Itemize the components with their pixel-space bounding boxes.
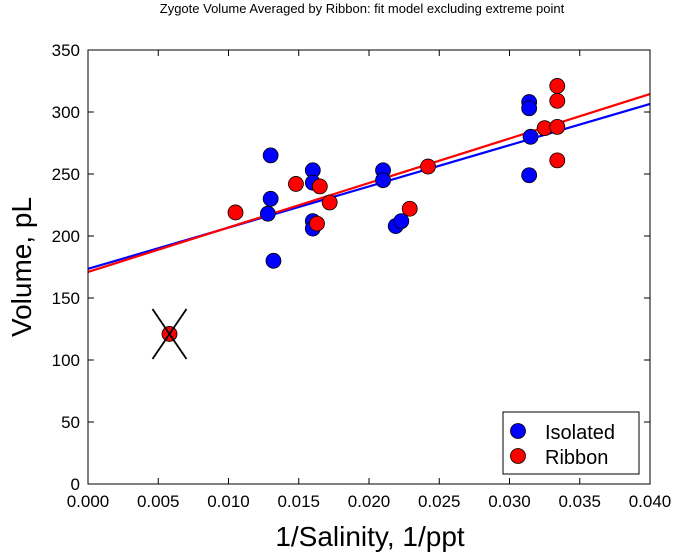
point-ribbon-2 <box>288 176 304 192</box>
y-tick-label: 250 <box>52 165 80 184</box>
legend-label-isolated: Isolated <box>545 422 615 444</box>
axis-ticks: 0.000 0.005 0.010 0.015 0.020 0.025 0.030 0.035… <box>52 41 672 511</box>
legend-marker-isolated <box>510 423 526 439</box>
point-isolated-0 <box>259 205 276 222</box>
legend-marker-ribbon <box>510 448 526 464</box>
x-tick-label: 0.005 <box>137 492 180 511</box>
x-tick-label: 0.015 <box>277 492 320 511</box>
point-isolated-15 <box>521 167 538 184</box>
point-ribbon-7 <box>420 158 436 175</box>
x-tick-label: 0.035 <box>558 492 601 511</box>
x-tick-label: 0.000 <box>67 492 110 511</box>
point-ribbon-1 <box>227 204 244 221</box>
point-ribbon-9 <box>549 78 566 94</box>
y-axis-label: Volume, pL <box>6 197 37 337</box>
y-tick-label: 150 <box>52 289 80 308</box>
point-isolated-1 <box>262 190 279 207</box>
excluded-point-marker <box>151 308 188 360</box>
point-ribbon-3 <box>309 215 325 232</box>
exclusion-cross-line-b <box>151 308 188 360</box>
point-isolated-9 <box>375 172 391 189</box>
x-tick-label: 0.030 <box>488 492 531 511</box>
x-tick-label: 0.020 <box>348 492 391 511</box>
y-tick-label: 350 <box>52 41 80 60</box>
point-isolated-2 <box>262 147 279 164</box>
point-isolated-13 <box>521 100 538 117</box>
point-ribbon-5 <box>321 194 338 211</box>
y-tick-label: 200 <box>52 227 80 246</box>
point-ribbon-11 <box>549 118 566 135</box>
y-tick-label: 100 <box>52 351 80 370</box>
fit-line-ribbon <box>87 92 651 274</box>
legend-label-ribbon: Ribbon <box>545 447 608 469</box>
y-tick-label: 0 <box>71 475 80 494</box>
fit-lines <box>87 92 651 274</box>
point-isolated-11 <box>393 213 410 230</box>
point-ribbon-6 <box>401 200 418 217</box>
legend-box <box>502 411 640 475</box>
x-tick-label: 0.010 <box>207 492 250 511</box>
chart-title: Zygote Volume Averaged by Ribbon: fit mo… <box>160 1 565 16</box>
point-isolated-3 <box>265 252 282 269</box>
point-ribbon-12 <box>549 152 566 169</box>
y-tick-label: 50 <box>61 413 80 432</box>
legend: Isolated Ribbon <box>502 411 640 475</box>
x-tick-label: 0.040 <box>629 492 672 511</box>
point-ribbon-4 <box>311 178 328 195</box>
x-axis-label: 1/Salinity, 1/ppt <box>275 521 465 552</box>
y-tick-label: 300 <box>52 103 80 122</box>
data-points <box>161 78 566 342</box>
point-ribbon-10 <box>549 92 566 109</box>
x-tick-label: 0.025 <box>418 492 461 511</box>
point-isolated-14 <box>522 128 539 145</box>
